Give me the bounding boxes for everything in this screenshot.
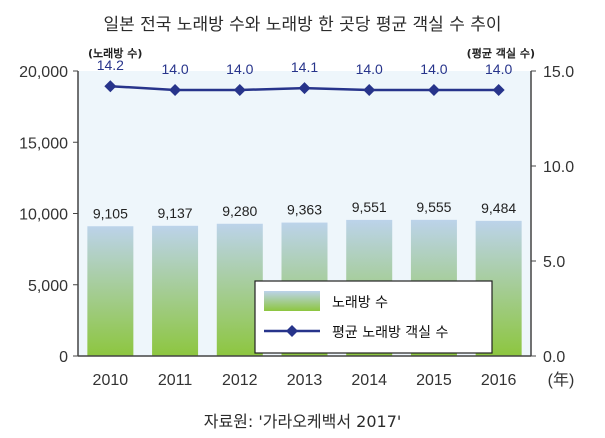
right-axis-unit: (평균 객실 수) — [467, 46, 535, 60]
line-point-2015 — [427, 84, 440, 96]
line-label-2013: 14.1 — [291, 59, 318, 75]
legend-bar-label: 노래방 수 — [332, 295, 388, 311]
line-label-2010: 14.2 — [97, 57, 124, 73]
left-tick-label-0: 0 — [59, 349, 68, 366]
line-point-2013 — [298, 82, 311, 95]
bar-label-2015: 9,555 — [416, 199, 451, 215]
x-tick-label-2015: 2015 — [416, 372, 452, 389]
left-axis-unit: (노래방 수) — [88, 46, 142, 60]
x-tick-label-2013: 2013 — [287, 372, 323, 389]
legend-bar-swatch — [264, 291, 320, 311]
line-label-2016: 14.0 — [485, 61, 512, 77]
left-tick-label-3: 15,000 — [19, 135, 68, 152]
line-label-2015: 14.0 — [420, 61, 447, 77]
line-point-2014 — [363, 84, 376, 96]
left-tick-label-2: 10,000 — [19, 207, 68, 224]
bar-2011 — [152, 225, 199, 356]
line-point-2010 — [104, 80, 117, 93]
bar-label-2013: 9,363 — [287, 202, 322, 218]
bar-2010 — [87, 226, 134, 356]
x-tick-label-2012: 2012 — [222, 372, 258, 389]
line-point-2011 — [169, 84, 182, 96]
bar-label-2012: 9,280 — [222, 203, 257, 219]
legend-line-marker — [286, 325, 298, 337]
right-tick-label-0: 0.0 — [543, 349, 565, 366]
x-tick-label-2016: 2016 — [481, 372, 517, 389]
line-point-2012 — [233, 84, 246, 96]
x-axis-unit: (年) — [548, 371, 575, 389]
line-label-2011: 14.0 — [161, 61, 188, 77]
x-tick-label-2010: 2010 — [93, 372, 129, 389]
bar-label-2014: 9,551 — [352, 199, 387, 215]
right-tick-label-1: 5.0 — [543, 254, 565, 271]
legend-line-label: 평균 노래방 객실 수 — [332, 325, 449, 341]
line-point-2016 — [492, 84, 505, 96]
chart-title: 일본 전국 노래방 수와 노래방 한 곳당 평균 객실 수 추이 — [103, 15, 502, 35]
bar-label-2010: 9,105 — [93, 205, 128, 221]
line-label-2014: 14.0 — [356, 61, 383, 77]
left-tick-label-1: 5,000 — [28, 278, 68, 295]
x-tick-label-2011: 2011 — [158, 372, 193, 389]
right-tick-label-2: 10.0 — [543, 159, 574, 176]
bar-label-2011: 9,137 — [158, 205, 193, 221]
right-tick-label-3: 15.0 — [543, 64, 574, 81]
bar-label-2016: 9,484 — [481, 200, 516, 216]
x-tick-label-2014: 2014 — [351, 372, 387, 389]
line-label-2012: 14.0 — [226, 61, 253, 77]
source-note: 자료원: '가라오케백서 2017' — [203, 412, 402, 431]
left-tick-label-4: 20,000 — [19, 64, 68, 81]
